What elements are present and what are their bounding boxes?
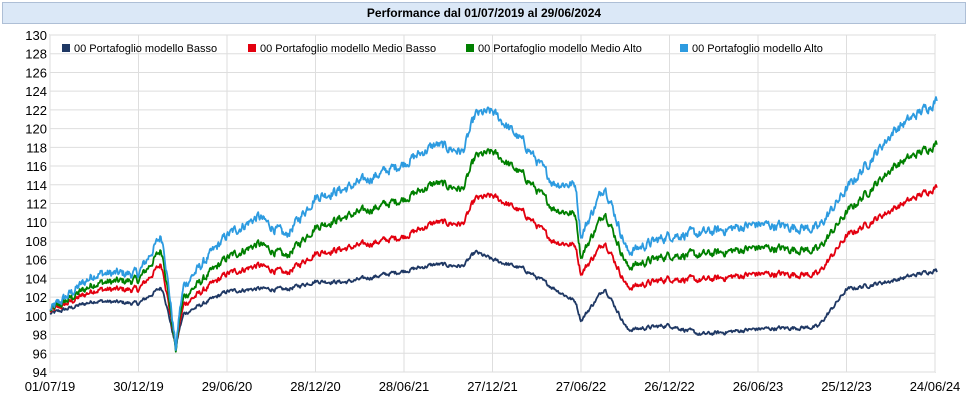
x-tick-label: 01/07/19: [25, 379, 76, 394]
legend-swatch: [466, 44, 474, 52]
y-tick-label: 110: [26, 215, 47, 230]
legend-label: 00 Portafoglio modello Basso: [74, 43, 217, 55]
y-tick-label: 98: [33, 328, 47, 343]
y-tick-label: 116: [26, 159, 47, 174]
x-tick-label: 25/12/23: [821, 379, 872, 394]
y-tick-label: 94: [33, 365, 47, 380]
x-tick-label: 24/06/24: [910, 379, 961, 394]
y-tick-label: 128: [25, 47, 47, 62]
legend-label: 00 Portafoglio modello Alto: [692, 43, 823, 55]
y-tick-label: 112: [26, 197, 47, 212]
x-tick-label: 26/06/23: [733, 379, 784, 394]
legend-label: 00 Portafoglio modello Medio Alto: [478, 43, 642, 55]
x-tick-label: 28/06/21: [379, 379, 430, 394]
x-tick-label: 26/12/22: [644, 379, 695, 394]
x-tick-label: 30/12/19: [113, 379, 164, 394]
legend-swatch: [680, 44, 688, 52]
y-tick-label: 126: [25, 65, 47, 80]
y-tick-label: 96: [33, 346, 47, 361]
y-tick-label: 108: [25, 234, 47, 249]
y-tick-label: 104: [25, 271, 47, 286]
series-line: [49, 96, 938, 351]
y-tick-label: 124: [25, 84, 47, 99]
y-tick-label: 130: [25, 28, 47, 43]
y-tick-label: 102: [25, 290, 47, 305]
legend-label: 00 Portafoglio modello Medio Basso: [260, 43, 436, 55]
y-tick-label: 106: [25, 253, 47, 268]
y-tick-label: 100: [25, 309, 47, 324]
legend-swatch: [62, 44, 70, 52]
series-line: [49, 140, 938, 353]
x-tick-label: 28/12/20: [290, 379, 341, 394]
x-tick-label: 29/06/20: [202, 379, 253, 394]
y-tick-label: 120: [25, 122, 47, 137]
series-line: [49, 183, 938, 350]
chart-title: Performance dal 01/07/2019 al 29/06/2024: [2, 2, 966, 24]
y-tick-label: 118: [26, 140, 47, 155]
y-tick-label: 122: [25, 103, 47, 118]
x-tick-label: 27/12/21: [467, 379, 518, 394]
x-tick-label: 27/06/22: [556, 379, 607, 394]
legend-swatch: [248, 44, 256, 52]
series-line: [49, 249, 938, 349]
y-tick-label: 114: [26, 178, 47, 193]
